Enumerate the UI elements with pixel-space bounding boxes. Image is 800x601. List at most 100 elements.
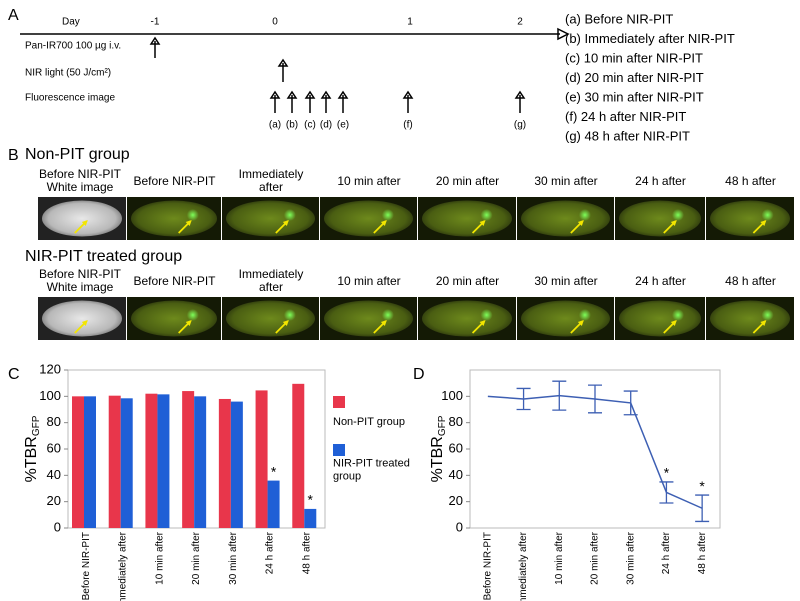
pointer-head [577,320,584,326]
error-bar [552,380,567,411]
x-tick-label: 24 h after [661,531,672,574]
pointer-head [479,220,486,226]
bar [72,396,84,528]
image-time-label: (e) [337,120,349,131]
y-axis-label-sub: GFP [437,415,448,436]
pointer-head [760,220,767,226]
tumor-signal [283,309,296,321]
significance-mark: * [664,465,670,481]
day-tick: 2 [517,17,523,28]
timeline-legend: (a) Before NIR-PIT [565,11,673,26]
x-tick-label: 48 h after [697,531,708,574]
x-tick-label: 48 h after [301,531,312,574]
significance-mark: * [308,492,314,508]
mouse-body [521,200,610,237]
image-header: 30 min after [534,273,598,288]
timeline-legend: (c) 10 min after NIR-PIT [565,50,703,65]
bar [218,398,231,528]
x-tick-label: 30 min after [625,531,636,584]
pointer-head [577,220,584,226]
arrow-head [269,90,281,99]
significance-mark: * [271,463,277,479]
mouse-body [521,300,610,337]
mouse-body [42,300,122,337]
mouse-body [710,200,790,237]
y-tick-label: 0 [456,519,463,534]
mouse-body [324,300,413,337]
bar [304,508,317,528]
x-tick-label: 10 min after [554,531,565,584]
mouse-body [226,300,315,337]
image-header: Immediately after [238,167,304,194]
bar [267,480,280,528]
image-header: Before NIR-PIT [133,173,216,188]
mouse-body [619,300,701,337]
bar [120,398,133,528]
bar [182,391,195,528]
bar [292,383,305,528]
image-time-label: (d) [320,120,332,131]
image-header: 20 min after [435,273,500,288]
image-header: 48 h after [725,173,776,188]
pointer-head [282,220,289,226]
x-tick-label: Immediately after [518,531,529,601]
y-axis-label: %TBRGFP [23,415,41,482]
tumor-signal [761,209,774,221]
tumor-signal [283,209,296,221]
error-bar [659,481,674,504]
pointer-head [380,220,387,226]
error-bar [695,494,710,523]
y-tick-label: 100 [441,388,463,403]
timeline-legend: (g) 48 h after NIR-PIT [565,128,690,143]
timeline-legend: (b) Immediately after NIR-PIT [565,31,735,46]
mouse-body [422,300,512,337]
bar [145,393,158,528]
arrow-head [337,90,349,99]
image-header: Before NIR-PIT White image [38,167,122,194]
y-tick-label: 120 [39,361,61,376]
mouse-body [422,200,512,237]
x-tick-label: Before NIR-PIT [81,532,92,600]
tumor-signal [381,309,394,321]
image-header: 30 min after [534,173,598,188]
x-tick-label: Immediately after [118,531,129,601]
pointer-head [670,320,677,326]
y-tick-label: 0 [54,519,61,534]
legend-label: Non-PIT group [333,416,405,428]
y-tick-label: 80 [449,414,463,429]
y-tick-label: 60 [449,440,463,455]
mouse-body [619,200,701,237]
x-tick-label: 24 h after [265,531,276,574]
group-title: Non-PIT group [25,146,130,163]
arrow-head [320,90,332,99]
mouse-body [131,200,217,237]
bar [157,394,170,528]
tumor-signal [381,209,394,221]
timeline-row: NIR light (50 J/cm²) [25,68,111,79]
pointer-head [760,320,767,326]
timeline-row: Pan-IR700 100 µg i.v. [25,41,121,52]
day-tick: 1 [407,17,413,28]
y-axis-label: %TBRGFP [429,415,447,482]
timeline-legend: (f) 24 h after NIR-PIT [565,109,686,124]
y-tick-label: 40 [449,467,463,482]
image-time-label: (a) [269,120,281,131]
pointer-head [479,320,486,326]
error-bar [623,390,638,416]
mouse-body [42,200,122,237]
arrow-head [514,90,526,99]
image-header: Before NIR-PIT White image [38,267,122,294]
pointer-head [282,320,289,326]
day-tick: -1 [151,17,160,28]
timeline-legend: (e) 30 min after NIR-PIT [565,89,704,104]
x-tick-label: Before NIR-PIT [482,532,493,600]
legend-label: NIR-PIT treated group [333,457,410,482]
timeline-arrow [557,27,570,41]
x-tick-label: 20 min after [590,531,601,584]
pointer-head [81,220,88,226]
image-header: Immediately after [238,267,304,294]
tumor-signal [761,309,774,321]
pointer-head [380,320,387,326]
y-tick-label: 40 [47,467,61,482]
